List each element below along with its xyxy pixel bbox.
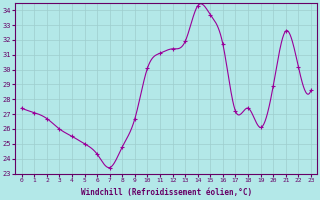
X-axis label: Windchill (Refroidissement éolien,°C): Windchill (Refroidissement éolien,°C): [81, 188, 252, 197]
